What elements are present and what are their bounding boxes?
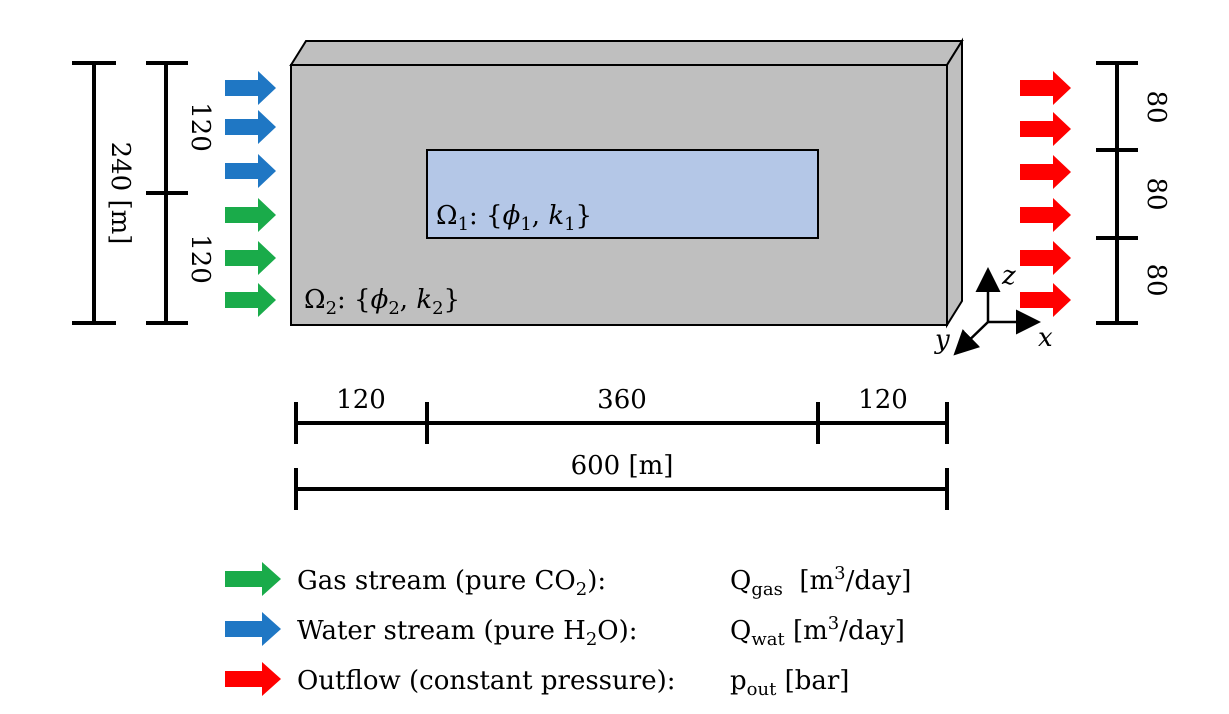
left-lower-dimension-label: 120 <box>185 234 215 284</box>
outflow-arrow-2 <box>1020 112 1071 146</box>
inner-region <box>426 149 819 239</box>
y-axis-arrow <box>953 321 989 356</box>
inflow-arrows <box>225 71 276 317</box>
x-axis-label: x <box>1038 323 1053 353</box>
bottom-dimensions <box>294 402 949 510</box>
legend-water-label: Water stream (pure H2O): <box>297 616 637 650</box>
left-upper-dimension-label: 120 <box>185 102 215 152</box>
right-dimension-label-3: 80 <box>1141 263 1171 296</box>
legend: Gas stream (pure CO2): Qgas [m3/day] Wat… <box>225 562 911 700</box>
legend-water-quantity: Qwat [m3/day] <box>730 613 905 650</box>
right-dimension-label-1: 80 <box>1141 90 1171 123</box>
left-dimensions <box>72 61 188 325</box>
right-dimensions <box>1096 61 1138 325</box>
reservoir-box <box>289 37 964 329</box>
outflow-arrow-3 <box>1020 155 1071 189</box>
outflow-arrow-4 <box>1020 198 1071 232</box>
inner-region-label: Ω1: {ϕ1, k1} <box>436 201 592 235</box>
box-side-face <box>946 37 963 329</box>
water-inflow-arrow-3 <box>225 154 276 188</box>
right-dimension-label-2: 80 <box>1141 177 1171 210</box>
water-inflow-arrow-1 <box>225 71 276 105</box>
coordinate-axes <box>953 267 1041 356</box>
legend-gas-quantity: Qgas [m3/day] <box>730 563 911 600</box>
gas-inflow-arrow-1 <box>225 198 276 232</box>
bottom-dimension-label-3: 120 <box>858 385 908 415</box>
outflow-arrow-5 <box>1020 241 1071 275</box>
bottom-dimension-label-1: 120 <box>336 385 386 415</box>
outer-region-label: Ω2: {ϕ2, k2} <box>304 285 460 319</box>
blue-arrow-icon <box>225 612 281 646</box>
outflow-arrow-1 <box>1020 71 1071 105</box>
water-inflow-arrow-2 <box>225 110 276 144</box>
z-axis-label: z <box>1001 261 1016 291</box>
legend-outflow-quantity: pout [bar] <box>730 666 849 700</box>
outflow-arrow-6 <box>1020 283 1071 317</box>
legend-outflow-label: Outflow (constant pressure): <box>297 666 676 696</box>
red-arrow-icon <box>225 662 281 696</box>
outflow-arrows <box>1020 71 1071 317</box>
gas-inflow-arrow-3 <box>225 283 276 317</box>
box-top-face <box>289 40 964 66</box>
legend-gas-label: Gas stream (pure CO2): <box>297 566 606 600</box>
gas-inflow-arrow-2 <box>225 241 276 275</box>
bottom-total-dimension-label: 600 [m] <box>571 451 674 481</box>
bottom-dimension-label-2: 360 <box>597 385 647 415</box>
y-axis-label: y <box>934 325 950 355</box>
green-arrow-icon <box>225 562 281 596</box>
left-total-dimension-label: 240 [m] <box>105 142 135 245</box>
